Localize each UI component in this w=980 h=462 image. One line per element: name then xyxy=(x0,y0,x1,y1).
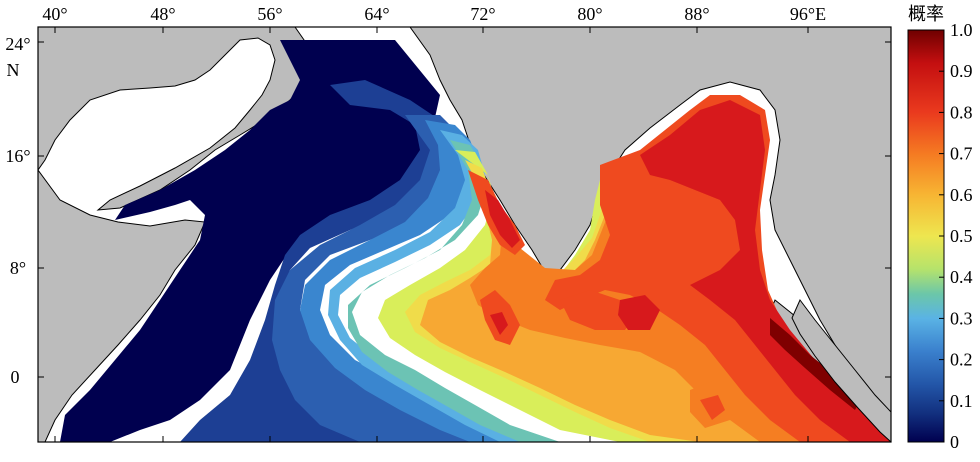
colorbar: 概率 1.0 0.9 0.8 0.7 0.6 0.5 0.4 0.3 0.2 0.1 0 xyxy=(907,4,973,452)
colorbar-tick-label: 0.8 xyxy=(950,102,973,122)
lon-tick-label: 48° xyxy=(150,4,175,24)
colorbar-tick-label: 0.1 xyxy=(950,391,973,411)
lon-tick-label: 40° xyxy=(42,4,67,24)
latitude-labels: 24° N 16° 8° 0 xyxy=(5,34,30,387)
probability-field xyxy=(60,40,891,442)
colorbar-tick-label: 0.5 xyxy=(950,226,973,246)
map-area xyxy=(38,27,891,442)
lat-tick-label: 8° xyxy=(10,258,26,278)
lat-hemisphere-label: N xyxy=(7,60,20,80)
colorbar-tick-label: 0.3 xyxy=(950,308,973,328)
colorbar-ramp xyxy=(907,29,945,443)
land-sumatra-overlay xyxy=(791,299,891,442)
colorbar-tick-label: 0.7 xyxy=(950,144,973,164)
map-frame xyxy=(37,26,892,443)
colorbar-ticks: 1.0 0.9 0.8 0.7 0.6 0.5 0.4 0.3 0.2 0.1 0 xyxy=(939,20,973,452)
colorbar-tick-label: 1.0 xyxy=(950,20,973,40)
colorbar-title: 概率 xyxy=(908,4,944,24)
lon-tick-label: 72° xyxy=(470,4,495,24)
tick-marks xyxy=(38,27,891,442)
colorbar-tick-label: 0.2 xyxy=(950,350,973,370)
colorbar-tick-label: 0 xyxy=(950,432,959,452)
longitude-labels: 40° 48° 56° 64° 72° 80° 88° 96°E xyxy=(42,4,826,24)
lat-tick-label: 24° xyxy=(5,34,30,54)
colorbar-tick-label: 0.4 xyxy=(950,267,973,287)
lon-tick-label: 56° xyxy=(257,4,282,24)
lon-tick-label: 64° xyxy=(364,4,389,24)
land-arabia-india xyxy=(38,27,319,211)
lon-tick-label: 80° xyxy=(577,4,602,24)
colorbar-tick-label: 0.9 xyxy=(950,61,973,81)
lon-tick-label: 96°E xyxy=(790,4,826,24)
land-africa xyxy=(38,169,206,442)
lat-tick-label: 0 xyxy=(11,367,20,387)
lon-tick-label: 88° xyxy=(684,4,709,24)
colorbar-tick-label: 0.6 xyxy=(950,185,973,205)
lat-tick-label: 16° xyxy=(5,146,30,166)
